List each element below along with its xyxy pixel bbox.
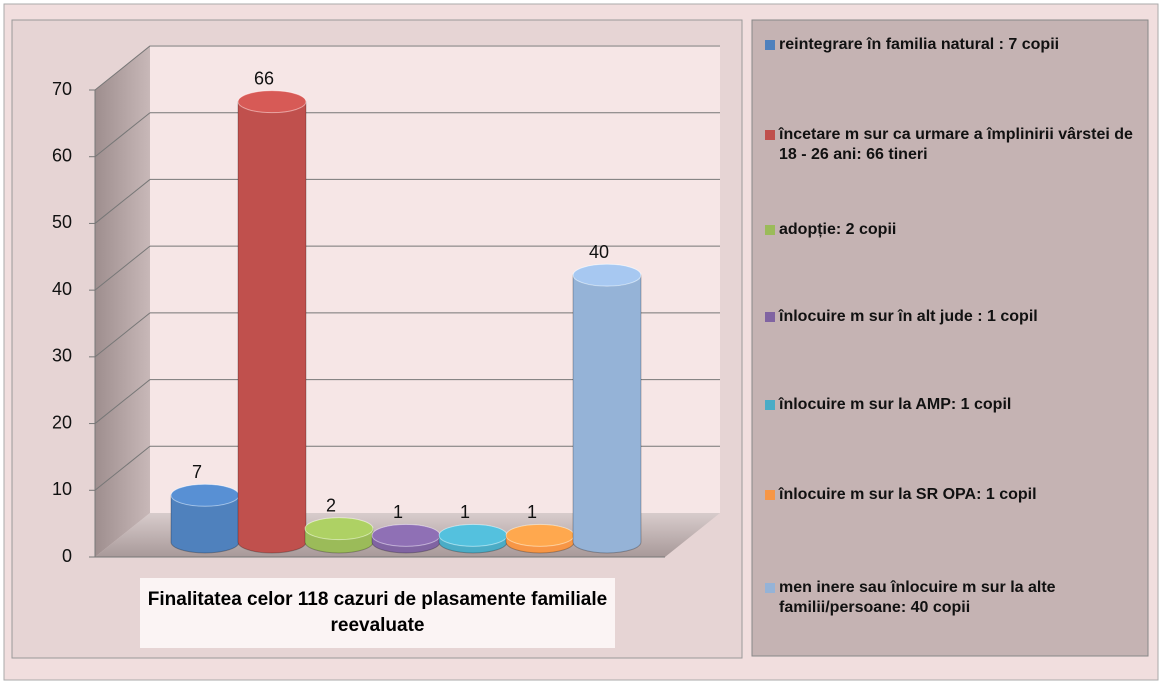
bar xyxy=(572,274,642,554)
legend-label: înlocuire m sur în alt jude : 1 copil xyxy=(779,308,1038,325)
bar-top xyxy=(304,517,374,541)
value-label: 66 xyxy=(254,68,274,88)
legend-item: încetare m sur ca urmare a împlinirii vâ… xyxy=(765,125,1151,165)
grid-line xyxy=(94,245,151,291)
legend-item: înlocuire m sur la AMP: 1 copil xyxy=(765,395,1151,415)
legend-item: men inere sau înlocuire m sur la alte fa… xyxy=(765,578,1151,618)
legend-item: reintegrare în familia natural : 7 copii xyxy=(765,35,1151,55)
grid-line xyxy=(94,45,151,91)
value-label: 1 xyxy=(527,502,537,522)
value-label: 2 xyxy=(326,495,336,515)
legend-label: înlocuire m sur la SR OPA: 1 copil xyxy=(779,486,1037,503)
y-tick-label: 20 xyxy=(52,412,72,432)
legend-box xyxy=(751,19,1149,657)
legend-swatch xyxy=(765,130,775,140)
legend-label: încetare m sur ca urmare a împlinirii vâ… xyxy=(779,126,1133,163)
chart-title: Finalitatea celor 118 cazuri de plasamen… xyxy=(140,578,615,648)
legend-item: înlocuire m sur la SR OPA: 1 copil xyxy=(765,485,1151,505)
bar-top xyxy=(572,263,642,287)
y-tick-label: 60 xyxy=(52,145,72,165)
grid-line xyxy=(94,379,151,424)
bar xyxy=(237,101,307,554)
legend-swatch xyxy=(765,400,775,410)
bar xyxy=(170,494,240,554)
legend-swatch xyxy=(765,312,775,322)
y-tick-label: 70 xyxy=(52,79,72,99)
legend-swatch xyxy=(765,40,775,50)
y-tick-label: 50 xyxy=(52,212,72,232)
legend-swatch xyxy=(765,490,775,500)
grid-line xyxy=(94,179,151,224)
y-tick-label: 10 xyxy=(52,479,72,499)
y-tick-label: 0 xyxy=(62,546,72,566)
y-tick-label: 40 xyxy=(52,279,72,299)
bar-top xyxy=(170,483,240,507)
legend-label: men inere sau înlocuire m sur la alte fa… xyxy=(779,579,1056,616)
bar-top xyxy=(237,90,307,114)
grid-line xyxy=(94,312,151,358)
legend-label: înlocuire m sur la AMP: 1 copil xyxy=(779,396,1012,413)
bar-top xyxy=(438,523,508,547)
value-label: 7 xyxy=(192,462,202,482)
value-label: 40 xyxy=(589,242,609,262)
legend-item: înlocuire m sur în alt jude : 1 copil xyxy=(765,307,1151,327)
grid-line xyxy=(94,445,151,491)
bar-top xyxy=(505,523,575,547)
side-wall xyxy=(95,45,150,557)
y-tick-label: 30 xyxy=(52,346,72,366)
legend-swatch xyxy=(765,225,775,235)
value-label: 1 xyxy=(393,502,403,522)
legend-label: reintegrare în familia natural : 7 copii xyxy=(779,36,1060,53)
legend-swatch xyxy=(765,583,775,593)
grid-line xyxy=(94,112,151,158)
bar-top xyxy=(371,523,441,547)
value-label: 1 xyxy=(460,502,470,522)
legend-label: adopție: 2 copii xyxy=(779,221,897,238)
legend-item: adopție: 2 copii xyxy=(765,220,1151,240)
